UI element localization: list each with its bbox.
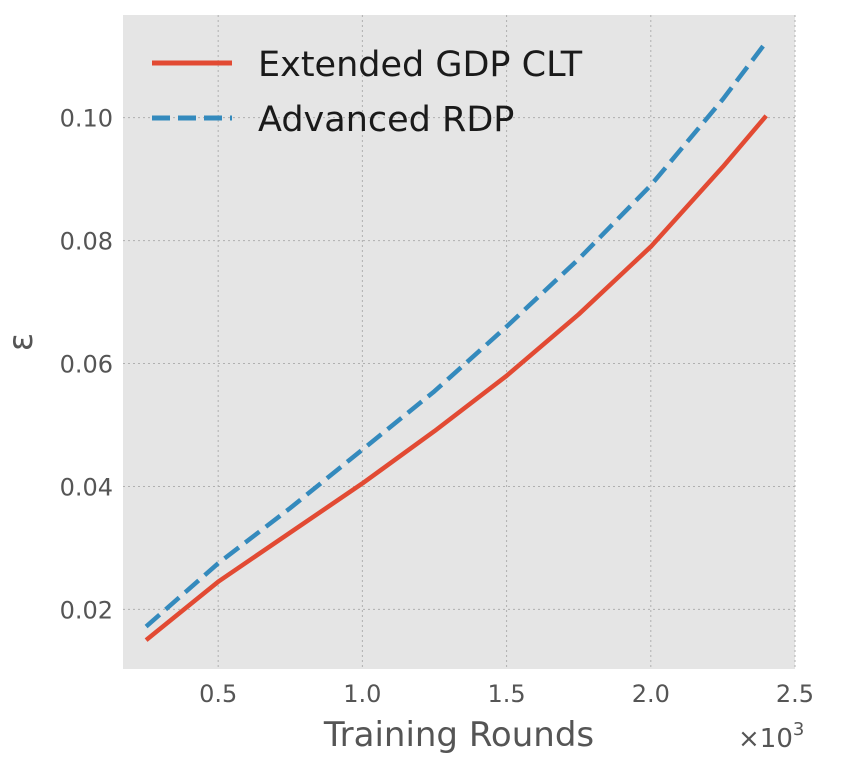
y-tick-label: 0.04 xyxy=(60,473,113,501)
legend-label-advanced-rdp: Advanced RDP xyxy=(258,100,514,140)
y-tick-label: 0.02 xyxy=(60,596,113,624)
x-axis-scale-label: ×103 xyxy=(738,719,804,754)
y-tick-label: 0.08 xyxy=(60,228,113,256)
x-tick-label: 1.0 xyxy=(343,680,381,708)
x-axis-label: Training Rounds xyxy=(323,715,594,755)
series-line-advanced-rdp xyxy=(144,40,768,629)
x-axis-ticks: 0.5 1.0 1.5 2.0 2.5 xyxy=(199,680,814,708)
series-line-extended-gdp-clt xyxy=(144,114,768,642)
y-axis-ticks: 0.02 0.04 0.06 0.08 0.10 xyxy=(60,105,113,625)
legend-label-extended-gdp-clt: Extended GDP CLT xyxy=(258,45,583,85)
y-tick-label: 0.10 xyxy=(60,105,113,133)
x-tick-label: 1.5 xyxy=(488,680,526,708)
y-axis-label: ε xyxy=(1,333,41,351)
x-tick-label: 2.0 xyxy=(632,680,670,708)
grid xyxy=(123,15,796,669)
plot-background xyxy=(123,15,795,669)
x-tick-label: 0.5 xyxy=(199,680,237,708)
series-group xyxy=(144,40,768,642)
x-tick-label: 2.5 xyxy=(776,680,814,708)
y-tick-label: 0.06 xyxy=(60,351,113,379)
legend: Extended GDP CLT Advanced RDP xyxy=(152,45,583,140)
